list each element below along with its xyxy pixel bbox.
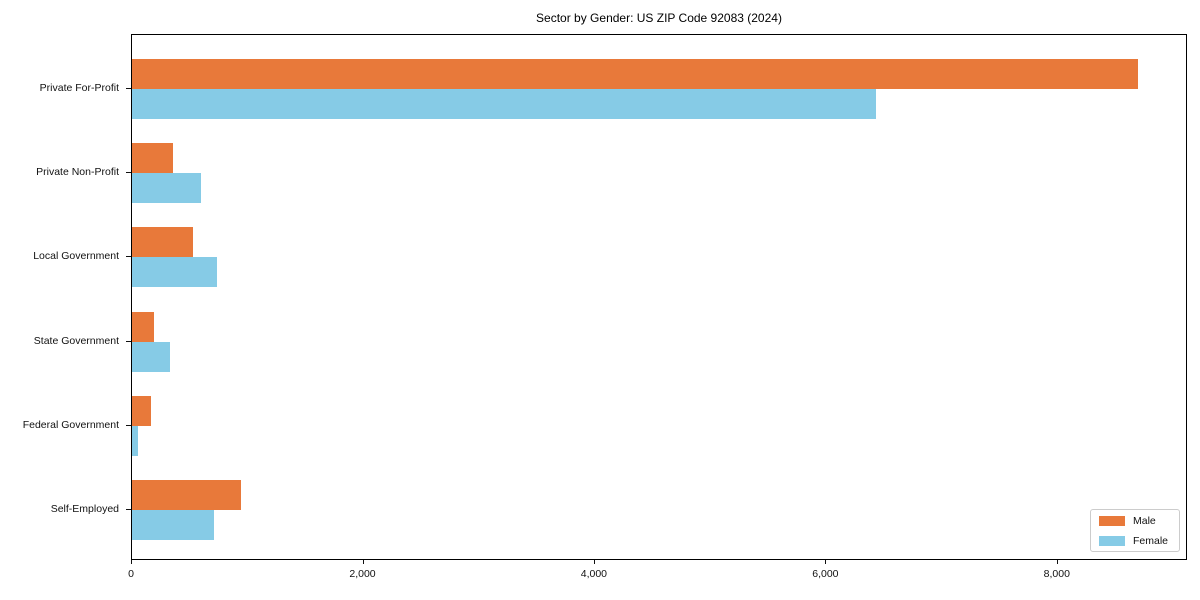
legend: Male Female (1090, 509, 1180, 552)
x-tick-mark (1056, 560, 1058, 564)
bar-female-private-non-profit (132, 173, 202, 204)
bar-female-local-government (132, 257, 217, 288)
y-tick-mark (126, 509, 131, 510)
chart-title: Sector by Gender: US ZIP Code 92083 (202… (536, 11, 782, 25)
x-tick-mark (362, 560, 364, 564)
male-series-swatch (1099, 516, 1125, 527)
x-tick-mark (825, 560, 827, 564)
x-tick-label-6000: 6,000 (812, 568, 839, 580)
y-tick-label-state-government: State Government (33, 334, 119, 347)
x-tick-mark (593, 560, 595, 564)
y-tick-label-private-for-profit: Private For-Profit (39, 82, 119, 94)
y-tick-label-private-non-profit: Private Non-Profit (36, 166, 119, 179)
y-tick-mark (126, 172, 131, 174)
y-tick-label-federal-government: Federal Government (22, 418, 119, 431)
bar-male-self-employed (132, 480, 241, 510)
x-tick-label-8000: 8,000 (1043, 568, 1070, 580)
bar-male-private-non-profit (132, 143, 173, 174)
bar-male-private-for-profit (132, 59, 1138, 89)
legend-item-male: Male (1099, 516, 1171, 527)
female-series-swatch (1099, 535, 1125, 546)
x-tick-label-0: 0 (128, 568, 134, 580)
y-tick-mark (126, 340, 131, 342)
legend-item-female: Female (1099, 534, 1171, 547)
bar-female-federal-government (132, 425, 138, 456)
x-tick-label-2000: 2,000 (349, 568, 376, 580)
bar-female-private-for-profit (132, 89, 877, 119)
bar-male-federal-government (132, 395, 152, 426)
y-tick-label-local-government: Local Government (33, 250, 119, 263)
bar-female-self-employed (132, 510, 215, 540)
x-tick-mark (131, 560, 132, 564)
bar-male-local-government (132, 227, 194, 258)
y-tick-mark (126, 424, 131, 426)
bar-female-state-government (132, 341, 171, 372)
x-tick-label-4000: 4,000 (580, 568, 608, 580)
legend-label-female: Female (1133, 534, 1169, 547)
plot-area (131, 34, 1187, 560)
y-tick-mark (126, 88, 131, 89)
bar-male-state-government (132, 311, 154, 342)
legend-label-male: Male (1133, 515, 1156, 527)
y-tick-mark (126, 256, 131, 258)
y-tick-label-self-employed: Self-Employed (50, 503, 119, 515)
